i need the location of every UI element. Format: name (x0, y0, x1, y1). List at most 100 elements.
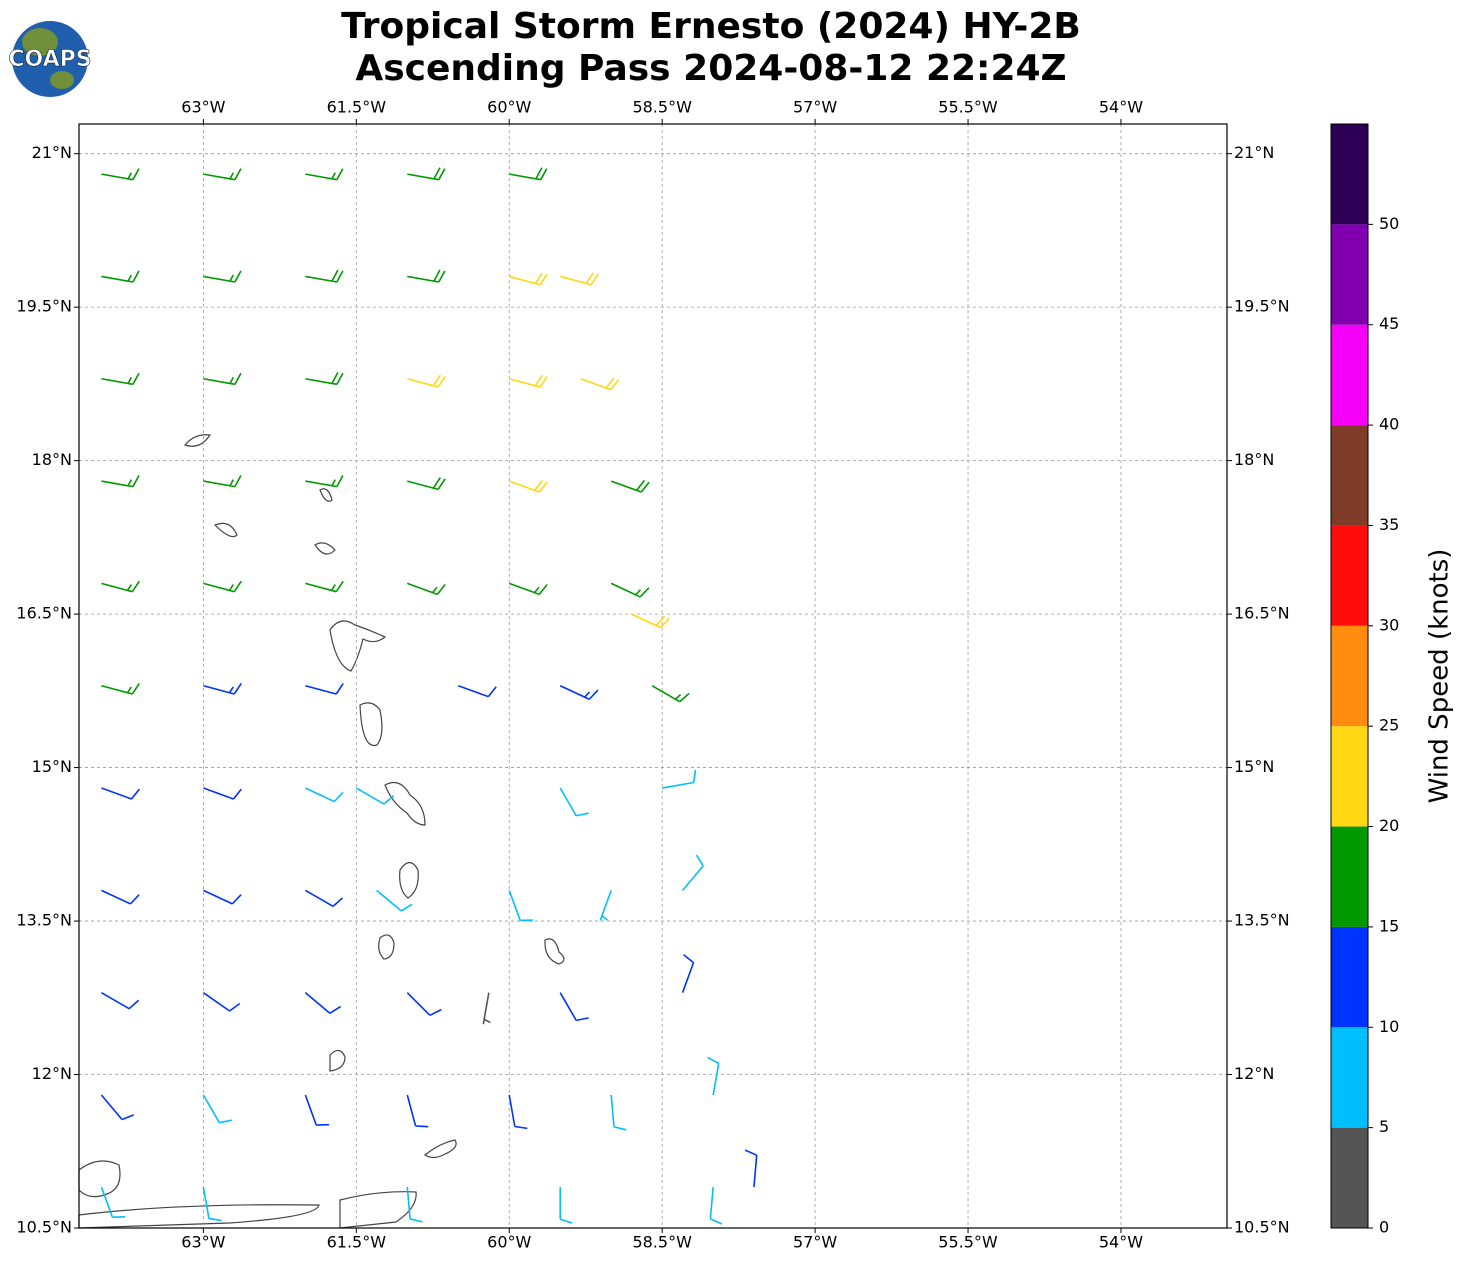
colorbar-segment (1331, 224, 1368, 325)
x-tick-label: 63°W (181, 1233, 225, 1252)
x-tick-label: 58.5°W (632, 1233, 692, 1252)
x-tick-label: 60°W (487, 98, 531, 117)
wind-barb (101, 580, 140, 593)
wind-barb (101, 372, 140, 386)
x-tick-label: 63°W (181, 98, 225, 117)
wind-barb (707, 1056, 720, 1096)
wind-barb (407, 374, 446, 388)
x-tick-label: 57°W (793, 98, 837, 117)
colorbar-tick-label: 50 (1379, 214, 1399, 233)
colorbar-segment (1331, 625, 1368, 727)
wind-barb (407, 477, 446, 491)
logo-land (50, 71, 74, 89)
island (359, 702, 383, 747)
wind-barb (202, 1186, 222, 1222)
logo-text: COAPS (8, 47, 91, 72)
wind-barb (457, 684, 497, 698)
coast (78, 1160, 320, 1229)
wind-barb (508, 479, 548, 493)
y-tick-label: 10.5°N (1234, 1218, 1290, 1237)
wind-barb (100, 1186, 126, 1218)
wind-barb (355, 787, 395, 805)
y-tick-label: 21°N (32, 143, 72, 162)
island (399, 861, 419, 899)
logo-land (22, 28, 58, 56)
wind-barb (407, 269, 446, 283)
x-tick-label: 61.5°W (327, 98, 387, 117)
colorbar-segment (1331, 525, 1368, 626)
y-tick-label: 21°N (1234, 143, 1274, 162)
wind-barb (651, 685, 690, 703)
colorbar-tick-label: 10 (1379, 1017, 1399, 1036)
y-tick-label: 19.5°N (1234, 297, 1290, 316)
y-tick-label: 18°N (32, 450, 72, 469)
colorbar-segment (1331, 425, 1368, 526)
wind-barb (559, 787, 589, 817)
wind-barb (101, 787, 140, 800)
wind-barb (406, 1187, 423, 1223)
wind-barb (508, 582, 548, 596)
wind-barb (305, 168, 344, 181)
wind-barb (100, 1094, 135, 1121)
y-tick-label: 10.5°N (16, 1218, 72, 1237)
y-tick-label: 19.5°N (16, 297, 72, 316)
x-tick-label: 55.5°W (938, 98, 998, 117)
wind-barb (407, 167, 446, 181)
colorbar-segment (1331, 726, 1368, 827)
wind-barb (509, 272, 548, 286)
wind-barb (305, 475, 344, 488)
wind-barb (662, 769, 697, 789)
x-tick-label: 60°W (487, 1233, 531, 1252)
wind-barb (559, 684, 599, 700)
wind-barb (610, 479, 650, 493)
wind-barb (580, 377, 620, 391)
x-tick-label: 58.5°W (632, 98, 692, 117)
wind-barb (509, 167, 548, 181)
x-tick-label: 54°W (1099, 98, 1143, 117)
colorbar-segment (1331, 324, 1368, 426)
wind-barb (610, 1094, 627, 1131)
wind-barb (203, 580, 242, 593)
wind-barb (101, 889, 140, 905)
wind-barb (304, 1094, 329, 1126)
island (329, 1049, 346, 1072)
colorbar-segment (1331, 1027, 1368, 1128)
island (384, 782, 426, 826)
wind-barb (709, 1187, 723, 1225)
wind-barb (376, 889, 413, 912)
island (544, 938, 565, 965)
colorbar-tick-label: 45 (1379, 314, 1399, 333)
colorbar-label: Wind Speed (knots) (1425, 549, 1455, 804)
wind-barb (203, 372, 242, 386)
colorbar-tick-label: 20 (1379, 816, 1399, 835)
wind-barb (599, 890, 612, 921)
colorbar-tick-label: 25 (1379, 716, 1399, 735)
island (423, 1139, 457, 1159)
plot-frame (78, 123, 1228, 1229)
wind-barb (305, 683, 344, 695)
colorbar-tick-label: 40 (1379, 415, 1399, 434)
wind-barb (508, 890, 533, 922)
wind-barb (203, 270, 242, 283)
colorbar-segment (1331, 826, 1368, 927)
wind-barb (305, 269, 344, 283)
wind-barb (508, 1094, 528, 1130)
wind-barb (681, 854, 704, 891)
x-tick-label: 57°W (793, 1233, 837, 1252)
x-tick-label: 55.5°W (938, 1233, 998, 1252)
wind-barb (101, 991, 140, 1010)
coast (339, 1191, 417, 1229)
y-tick-label: 12°N (32, 1064, 72, 1083)
colorbar-tick-label: 5 (1379, 1117, 1389, 1136)
wind-barb (681, 954, 695, 993)
wind-barb (203, 787, 242, 800)
wind-barb (101, 475, 140, 488)
colorbar-segment (1331, 926, 1368, 1028)
wind-barb (101, 168, 140, 181)
colorbar-tick-label: 30 (1379, 615, 1399, 634)
wind-barb (203, 683, 242, 695)
subtitle: Ascending Pass 2024-08-12 22:24Z (355, 48, 1066, 89)
wind-barb (559, 1187, 573, 1224)
wind-barb (101, 270, 140, 283)
